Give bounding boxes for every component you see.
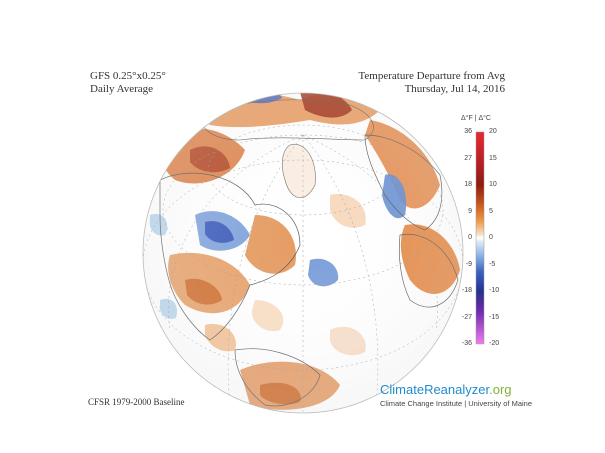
map-title: Temperature Departure from Avg xyxy=(358,70,505,82)
globe-outline xyxy=(142,92,464,414)
brand-logo-text[interactable]: ClimateReanalyzer.org xyxy=(380,382,532,397)
brand-block[interactable]: ClimateReanalyzer.org Climate Change Ins… xyxy=(380,382,532,408)
color-legend xyxy=(475,131,485,345)
legend-gradient-bar xyxy=(475,131,485,345)
legend-title: Δ°F | Δ°C xyxy=(461,115,491,122)
average-label: Daily Average xyxy=(90,83,154,95)
title-block: Temperature Departure from Avg Thursday,… xyxy=(358,70,505,96)
model-label: GFS 0.25°x0.25° xyxy=(90,70,166,82)
legend-tick-f: 9 xyxy=(468,207,472,215)
legend-tick-f: -36 xyxy=(461,340,472,347)
baseline-label: CFSR 1979-2000 Baseline xyxy=(88,397,185,407)
legend-tick-f: 36 xyxy=(464,128,472,135)
legend-tick-c: 0 xyxy=(489,234,493,241)
legend-tick-c: -20 xyxy=(489,340,500,347)
temperature-anomaly-layer xyxy=(143,93,463,413)
legend-tick-f: 18 xyxy=(464,181,472,188)
legend-tick-c: 20 xyxy=(489,128,497,135)
legend-tick-c: -5 xyxy=(489,260,496,268)
legend-tick-f: -18 xyxy=(461,287,472,294)
model-info: GFS 0.25°x0.25° Daily Average xyxy=(90,70,166,96)
legend-tick-f: 0 xyxy=(468,234,472,241)
brand-suffix: .org xyxy=(489,382,512,397)
legend-tick-c: 15 xyxy=(489,154,497,162)
brand-main: ClimateReanalyzer xyxy=(380,382,490,397)
legend-tick-c: 10 xyxy=(489,181,497,188)
legend-tick-c: -10 xyxy=(489,287,500,294)
legend-tick-c: -15 xyxy=(489,313,500,321)
legend-tick-f: -9 xyxy=(465,260,472,268)
legend-tick-f: -27 xyxy=(461,313,472,321)
map-date: Thursday, Jul 14, 2016 xyxy=(404,83,505,95)
brand-subtitle: Climate Change Institute | University of… xyxy=(380,399,533,408)
legend-tick-f: 27 xyxy=(464,154,472,162)
legend-tick-c: 5 xyxy=(489,207,493,215)
